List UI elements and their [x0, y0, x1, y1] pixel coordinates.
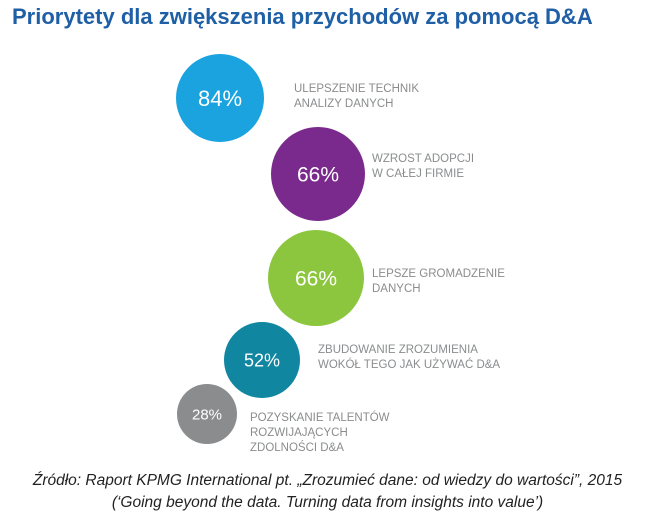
bubble-chart: 84% ULEPSZENIE TECHNIK ANALIZY DANYCH 66% WZ… — [176, 54, 505, 454]
source-line-2: (‘Going beyond the data. Turning data fr… — [111, 494, 544, 511]
bubble-category-2-line-1: WZROST ADOPCJI — [372, 153, 474, 165]
source-line-1: Źródło: Raport KPMG International pt. „Z… — [32, 472, 623, 489]
bubble-5 — [177, 384, 237, 444]
bubble-value-4: 52% — [244, 350, 280, 370]
bubble-2 — [271, 127, 365, 221]
source-note: Źródło: Raport KPMG International pt. „Z… — [0, 470, 655, 514]
bubble-value-1: 84% — [198, 86, 242, 111]
bubble-category-4-line-2: WOKÓŁ TEGO JAK UŻYWAĆ D&A — [318, 358, 500, 371]
bubble-category-1-line-1: ULEPSZENIE TECHNIK — [294, 83, 419, 95]
bubble-category-5-line-2: ROZWIJAJĄCYCH — [250, 427, 348, 439]
chart-title: Priorytety dla zwiększenia przychodów za… — [12, 4, 593, 29]
bubble-value-3: 66% — [295, 268, 337, 291]
bubble-4 — [224, 322, 300, 398]
bubble-category-2-line-2: W CAŁEJ FIRMIE — [372, 168, 464, 180]
bubble-1 — [176, 54, 264, 142]
bubble-3 — [268, 230, 364, 326]
bubble-category-5-line-3: ZDOLNOŚCI D&A — [250, 441, 344, 454]
bubble-category-5-line-1: POZYSKANIE TALENTÓW — [250, 411, 390, 424]
bubble-category-4-line-1: ZBUDOWANIE ZROZUMIENIA — [318, 344, 478, 356]
bubble-category-3-line-1: LEPSZE GROMADZENIE — [372, 268, 505, 280]
bubble-value-5: 28% — [192, 406, 222, 423]
bubble-category-3-line-2: DANYCH — [372, 283, 421, 295]
bubble-category-1-line-2: ANALIZY DANYCH — [294, 98, 393, 110]
bubble-value-2: 66% — [297, 164, 339, 187]
